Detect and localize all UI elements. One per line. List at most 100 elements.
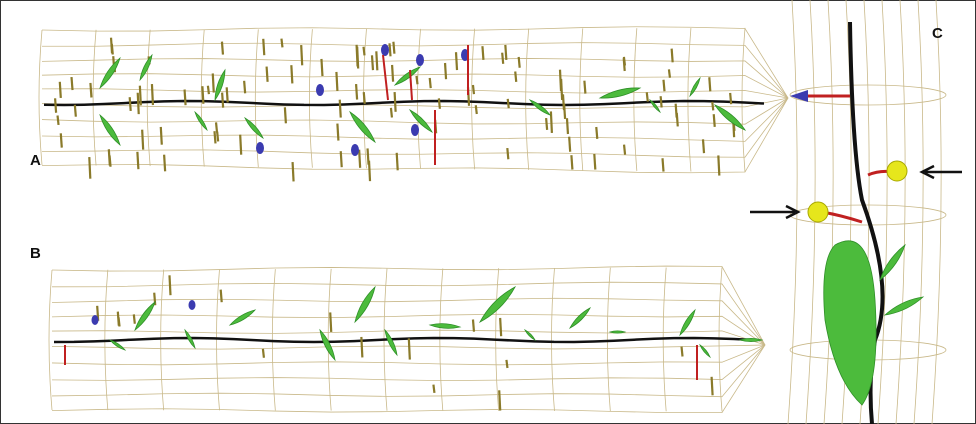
stick [476, 105, 477, 114]
stick [430, 78, 431, 88]
stick [138, 93, 139, 114]
stick [473, 85, 474, 94]
stick [393, 42, 394, 54]
bud [189, 300, 196, 310]
stick [500, 318, 501, 336]
bud [416, 54, 424, 66]
stick [663, 158, 664, 171]
stick [433, 385, 434, 393]
stick [55, 98, 56, 112]
stick [473, 319, 474, 331]
stick [391, 108, 392, 118]
stick [75, 105, 76, 117]
stick [341, 151, 342, 167]
stick [222, 93, 223, 108]
stick [712, 102, 713, 110]
stick [72, 77, 73, 90]
stick [89, 157, 90, 179]
stick [502, 53, 503, 64]
stick [507, 148, 508, 159]
stick [392, 65, 393, 82]
leaf [610, 331, 625, 333]
stick [263, 39, 264, 55]
stick [712, 377, 713, 396]
stick [364, 47, 365, 56]
stick [217, 132, 218, 142]
stick [356, 84, 357, 100]
stick [214, 131, 215, 143]
stick [364, 92, 365, 104]
stick [515, 72, 516, 82]
stick [321, 59, 322, 76]
stick [244, 81, 245, 93]
stick [682, 346, 683, 356]
stick [624, 58, 625, 71]
stick [596, 127, 597, 139]
stick [409, 338, 410, 359]
stick [397, 153, 398, 170]
stick [546, 118, 547, 130]
stick [359, 150, 360, 168]
stick [551, 111, 552, 133]
stick [222, 42, 223, 55]
stick [169, 275, 170, 295]
stick [519, 57, 520, 68]
stick [227, 87, 228, 102]
bud [256, 142, 264, 154]
stick [445, 63, 446, 79]
stick [60, 82, 61, 98]
stick [61, 133, 62, 147]
panel-label: B [30, 245, 41, 262]
stick [164, 155, 165, 172]
stick [456, 52, 457, 70]
stick [130, 97, 131, 111]
stick [730, 93, 731, 104]
stick [112, 44, 113, 55]
stick [714, 114, 715, 127]
bud [411, 124, 419, 136]
stick [221, 290, 222, 303]
stick [337, 124, 338, 141]
stick [185, 90, 186, 106]
stick [376, 51, 377, 70]
stick [569, 137, 570, 152]
stick [336, 72, 337, 91]
stick [508, 99, 509, 108]
stick [216, 122, 217, 132]
stick [330, 312, 331, 331]
stick [142, 130, 143, 150]
stick [647, 92, 648, 101]
stick [110, 155, 111, 166]
stick [709, 77, 710, 91]
stick [561, 79, 562, 100]
stick [372, 55, 373, 70]
stick [285, 107, 286, 123]
stick [161, 127, 162, 145]
stick [439, 98, 440, 108]
stick [571, 155, 572, 169]
stick [395, 92, 396, 112]
bud [316, 84, 324, 96]
bud [92, 315, 99, 325]
stick [661, 96, 662, 107]
stick [584, 81, 585, 94]
bud [381, 44, 389, 56]
stick [703, 139, 704, 153]
bud [351, 144, 359, 156]
stick [208, 86, 209, 94]
stick [281, 39, 282, 48]
stick [624, 145, 625, 155]
stick [482, 46, 483, 60]
stick [90, 83, 91, 98]
stick [389, 43, 390, 56]
stick [369, 161, 370, 181]
leaf [740, 338, 762, 341]
stick [119, 317, 120, 326]
stick [267, 67, 268, 82]
stick [240, 135, 241, 155]
stick [301, 45, 302, 65]
stick [672, 49, 673, 63]
yellow-node [808, 202, 828, 222]
stick [361, 337, 362, 357]
stick [506, 360, 507, 368]
